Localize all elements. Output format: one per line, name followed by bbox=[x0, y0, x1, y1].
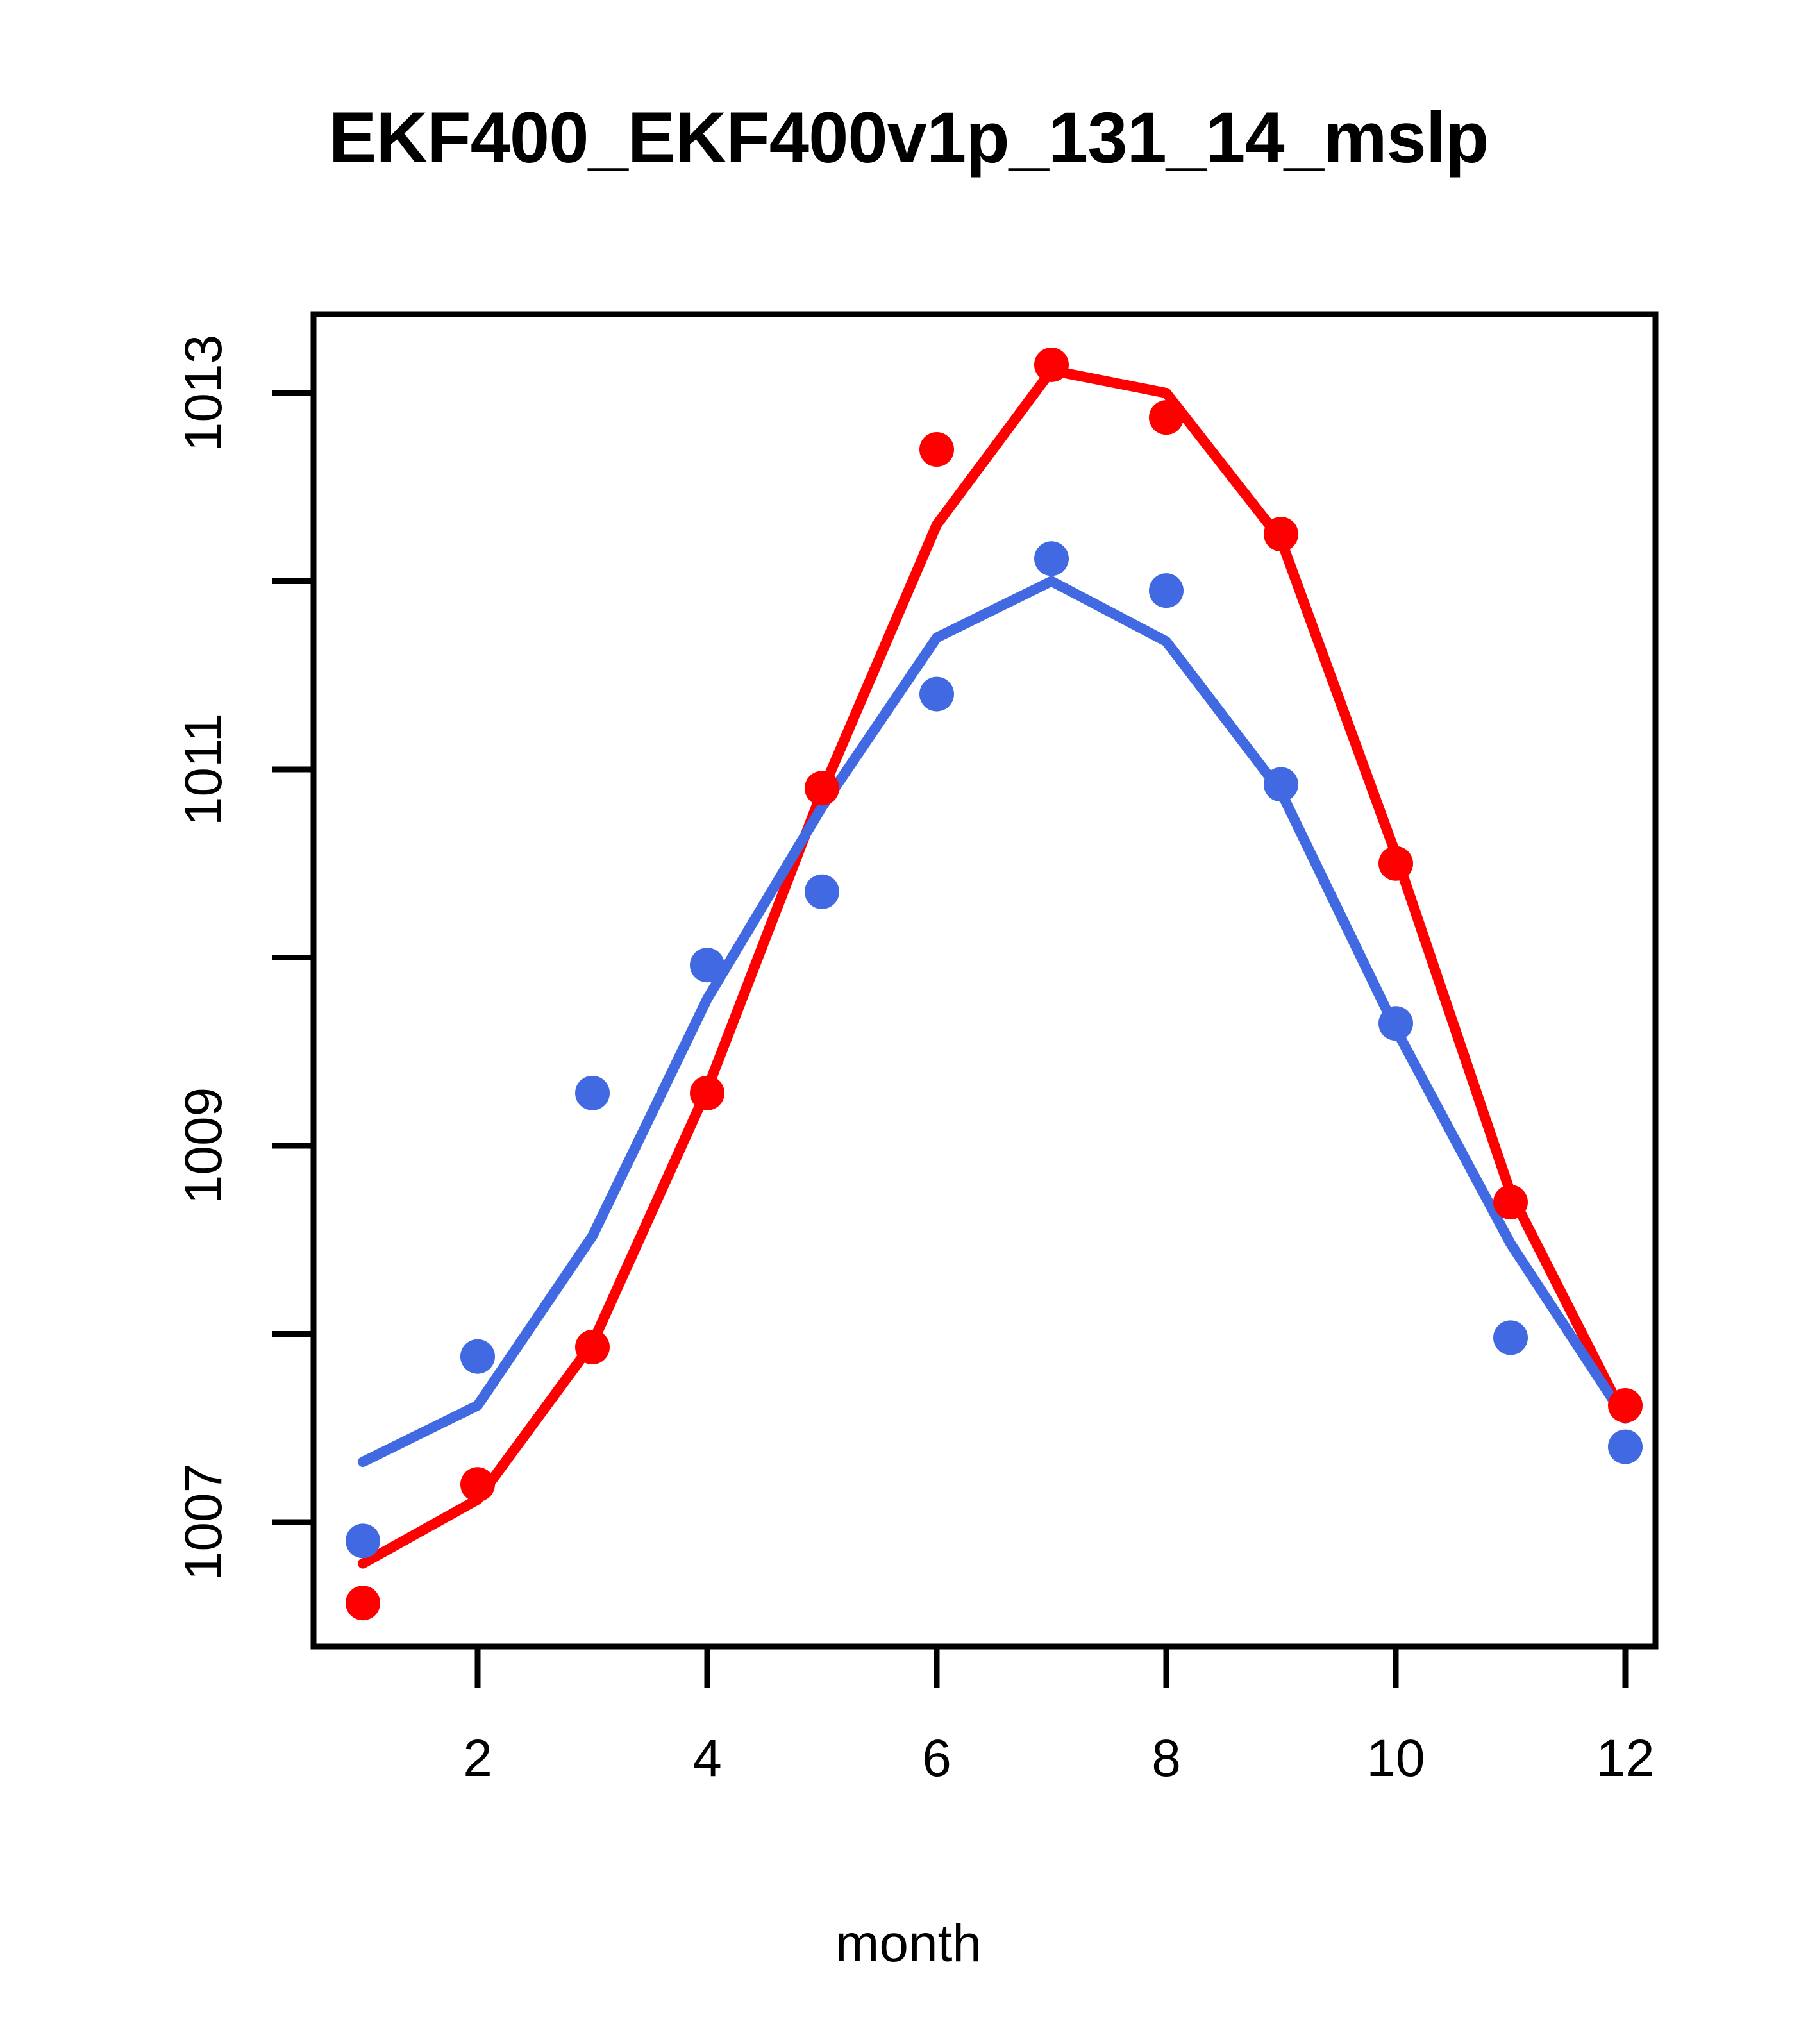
data-point-blue-series bbox=[1493, 1320, 1528, 1355]
x-tick-label: 2 bbox=[463, 1729, 492, 1788]
data-point-red-series bbox=[805, 771, 839, 806]
data-point-red-series bbox=[919, 432, 954, 467]
x-tick-label: 4 bbox=[692, 1729, 722, 1788]
data-point-blue-series bbox=[1608, 1429, 1643, 1464]
series-lines bbox=[358, 365, 1630, 1569]
data-point-blue-series bbox=[1034, 541, 1069, 576]
data-point-blue-series bbox=[460, 1339, 495, 1374]
x-tick-label: 12 bbox=[1596, 1729, 1654, 1788]
x-tick-label: 8 bbox=[1151, 1729, 1181, 1788]
x-tick-label: 6 bbox=[922, 1729, 951, 1788]
data-point-blue-series bbox=[919, 676, 954, 712]
data-point-blue-series bbox=[346, 1523, 380, 1559]
data-point-red-series bbox=[1493, 1185, 1528, 1220]
data-point-blue-series bbox=[690, 948, 724, 983]
data-point-blue-series bbox=[1264, 767, 1298, 802]
y-tick-label: 1013 bbox=[174, 335, 233, 451]
page-title: EKF400_EKF400v1p_131_14_mslp bbox=[328, 97, 1489, 178]
data-point-red-series bbox=[1034, 347, 1069, 382]
data-point-red-series bbox=[1149, 400, 1184, 435]
x-axis-label: month bbox=[835, 1914, 982, 1973]
series-markers bbox=[346, 347, 1643, 1621]
y-tick-label: 1007 bbox=[174, 1464, 233, 1580]
x-tick-label: 10 bbox=[1366, 1729, 1425, 1788]
data-point-blue-series bbox=[1149, 573, 1184, 608]
data-point-red-series bbox=[1378, 846, 1413, 881]
data-point-red-series bbox=[346, 1586, 380, 1621]
x-axis-tick-labels: 2 4 6 8 10 12 bbox=[463, 1729, 1654, 1788]
plot-box bbox=[310, 311, 1659, 1650]
x-axis-ticks bbox=[474, 1646, 1629, 1688]
data-point-blue-series bbox=[1378, 1006, 1413, 1041]
y-tick-label: 1011 bbox=[174, 713, 233, 826]
data-point-red-series bbox=[1264, 517, 1298, 552]
y-axis-ticks bbox=[272, 390, 314, 1525]
data-point-red-series bbox=[460, 1467, 495, 1502]
data-point-red-series bbox=[1608, 1388, 1643, 1423]
y-tick-label: 1009 bbox=[174, 1087, 233, 1204]
data-point-blue-series bbox=[575, 1075, 610, 1110]
y-axis-tick-labels: 1007 1009 1011 1013 bbox=[174, 335, 233, 1580]
data-point-red-series bbox=[690, 1075, 724, 1110]
series-line-blue-series bbox=[358, 576, 1630, 1468]
data-point-blue-series bbox=[805, 874, 839, 909]
data-point-red-series bbox=[575, 1330, 610, 1365]
series-line-red-series bbox=[358, 365, 1630, 1569]
